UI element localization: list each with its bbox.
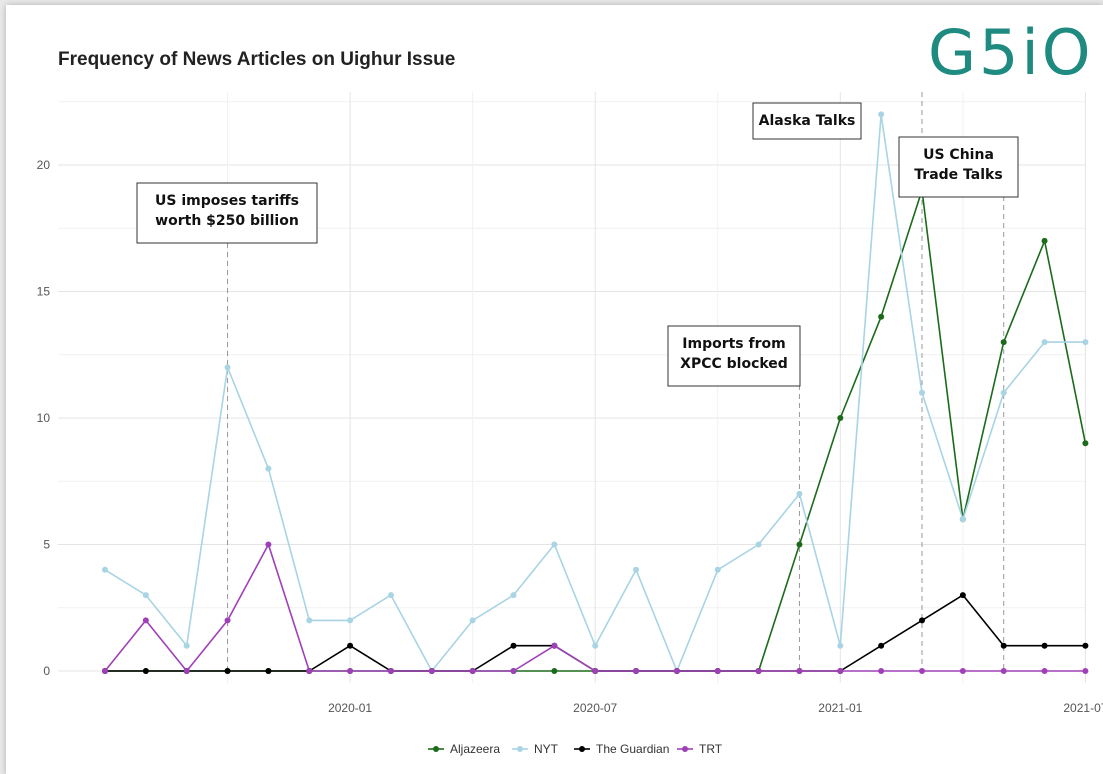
chart-title: Frequency of News Articles on Uighur Iss… — [58, 49, 456, 70]
y-tick-label: 20 — [37, 158, 51, 172]
legend-key-point — [579, 746, 585, 752]
annotation-label: US China — [923, 147, 994, 163]
annotation-box — [752, 102, 862, 140]
data-point — [1041, 237, 1048, 244]
y-tick-label: 5 — [43, 538, 50, 552]
y-tick-label: 10 — [37, 411, 51, 425]
data-point — [592, 668, 599, 674]
data-point — [714, 668, 721, 674]
data-point — [183, 668, 190, 674]
annotation-box — [898, 136, 1019, 198]
legend-key-point — [433, 746, 439, 752]
data-point — [755, 668, 762, 674]
data-point — [673, 668, 680, 674]
data-point — [428, 668, 435, 674]
data-point — [347, 668, 354, 674]
data-point — [878, 313, 885, 320]
legend-label: The Guardian — [596, 742, 669, 756]
legend-label: NYT — [534, 742, 559, 756]
data-point — [633, 668, 640, 674]
data-point — [837, 668, 844, 674]
legend-label: Aljazeera — [450, 742, 500, 756]
annotation-label: US imposes tariffs — [155, 193, 299, 209]
data-point — [1041, 339, 1048, 346]
data-point — [387, 592, 394, 599]
data-point — [1000, 668, 1007, 674]
data-point — [796, 541, 803, 548]
annotation-label: XPCC blocked — [680, 356, 788, 372]
data-point — [510, 592, 517, 599]
annotation-box — [136, 182, 318, 244]
x-tick-label: 2020-01 — [328, 701, 372, 715]
data-point — [1082, 339, 1089, 346]
data-point — [102, 566, 108, 573]
data-point — [837, 415, 844, 421]
data-point — [469, 617, 476, 624]
data-point — [306, 617, 313, 624]
data-point — [265, 541, 272, 548]
data-point — [878, 642, 885, 649]
data-point — [796, 668, 803, 674]
data-point — [551, 668, 558, 674]
legend-label: TRT — [699, 742, 723, 756]
data-point — [510, 642, 517, 649]
y-tick-label: 15 — [37, 285, 51, 299]
data-point — [1082, 440, 1089, 447]
data-point — [142, 668, 149, 674]
data-point — [919, 668, 925, 674]
data-point — [469, 668, 476, 674]
data-point — [510, 668, 517, 674]
data-point — [633, 566, 640, 573]
data-point — [347, 617, 354, 624]
data-point — [306, 668, 313, 674]
data-point — [265, 465, 272, 472]
data-point — [224, 668, 231, 674]
data-point — [224, 617, 231, 624]
data-point — [183, 642, 190, 649]
data-point — [1041, 642, 1048, 649]
data-point — [1082, 668, 1089, 674]
data-point — [265, 668, 272, 674]
data-point — [1000, 389, 1007, 396]
data-point — [959, 592, 966, 599]
annotation-label: Alaska Talks — [759, 113, 856, 129]
annotation-label: Imports from — [682, 336, 785, 352]
data-point — [878, 668, 885, 674]
data-point — [347, 642, 354, 649]
x-tick-label: 2021-01 — [818, 701, 862, 715]
data-point — [1041, 668, 1048, 674]
data-point — [878, 111, 885, 118]
data-point — [796, 490, 803, 497]
data-point — [919, 617, 925, 624]
y-tick-label: 0 — [43, 664, 50, 678]
brand-logo: G5iO — [928, 16, 1094, 89]
data-point — [1000, 339, 1007, 346]
data-point — [837, 642, 844, 649]
data-point — [1000, 642, 1007, 649]
data-point — [142, 617, 149, 624]
data-point — [387, 668, 394, 674]
legend-key-point — [682, 746, 688, 752]
data-point — [102, 668, 108, 674]
x-tick-label: 2020-07 — [573, 701, 617, 715]
data-point — [592, 642, 599, 649]
data-point — [919, 389, 925, 396]
x-tick-label: 2021-07 — [1063, 701, 1103, 715]
legend-key-point — [517, 746, 523, 752]
annotation-label: worth $250 billion — [155, 213, 299, 229]
data-point — [551, 642, 558, 649]
annotation-box — [667, 325, 801, 387]
data-point — [1082, 642, 1089, 649]
data-point — [551, 541, 558, 548]
data-point — [959, 668, 966, 674]
data-point — [959, 516, 966, 523]
annotation-label: Trade Talks — [914, 167, 1002, 183]
data-point — [714, 566, 721, 573]
data-point — [142, 592, 149, 599]
data-point — [755, 541, 762, 548]
data-point — [224, 364, 231, 371]
